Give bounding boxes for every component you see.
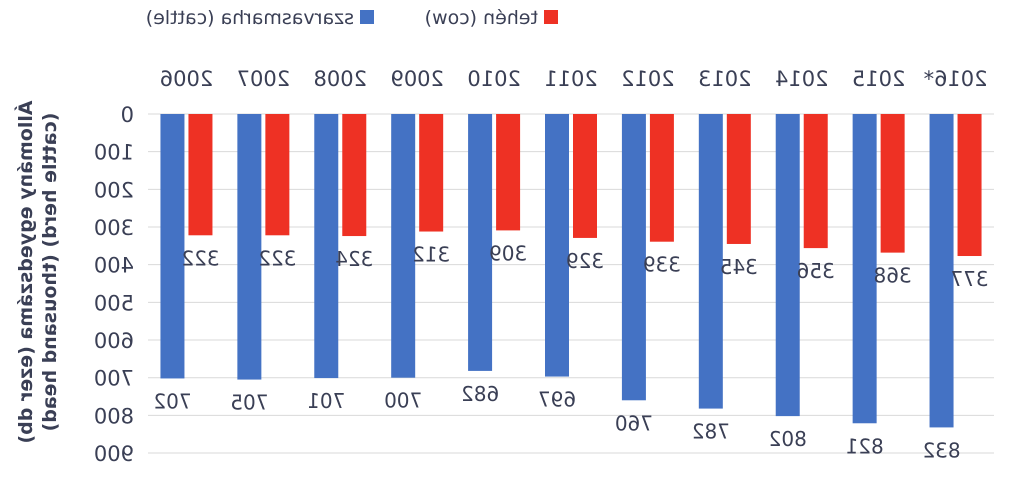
y-axis-title-line2: (cattle herd) (thousand head) xyxy=(39,113,61,432)
legend: szarvasmarha (cattle) tehén (cow) xyxy=(146,7,558,29)
category-label: 2008 xyxy=(314,67,367,91)
category-label: 2006 xyxy=(160,67,213,91)
data-label-cow: 368 xyxy=(874,264,912,288)
data-label-cattle: 782 xyxy=(692,420,730,444)
legend-label-cattle: szarvasmarha (cattle) xyxy=(146,7,354,29)
category-label: 2011 xyxy=(544,67,597,91)
data-label-cow: 345 xyxy=(720,255,758,279)
bar-cow xyxy=(573,114,597,238)
data-label-cow: 329 xyxy=(566,249,604,273)
bar-cattle xyxy=(698,114,723,409)
data-label-cow: 322 xyxy=(181,246,219,270)
labels: 0 100 200 300 400 500 600 700 800 900 2006 702 322 20… xyxy=(94,67,989,466)
y-tick-label: 300 xyxy=(94,216,134,240)
data-label-cow: 356 xyxy=(797,259,835,283)
data-label-cow: 324 xyxy=(335,247,373,271)
bar-cattle xyxy=(929,114,954,428)
bar-cow xyxy=(726,114,751,244)
bar-cattle xyxy=(160,114,185,379)
y-tick-label: 700 xyxy=(94,367,134,391)
category-label: 2013 xyxy=(698,67,751,91)
bar-cattle xyxy=(852,114,877,424)
data-label-cow: 377 xyxy=(950,267,988,291)
bar-cow xyxy=(957,114,982,257)
data-label-cattle: 760 xyxy=(615,411,653,435)
y-tick-label: 600 xyxy=(94,329,134,353)
bar-cow xyxy=(188,114,213,236)
y-tick-label: 100 xyxy=(94,141,134,165)
y-tick-label: 0 xyxy=(121,103,134,127)
data-label-cow: 309 xyxy=(489,241,527,265)
data-label-cattle: 700 xyxy=(384,389,422,413)
y-axis-title: Állomány egyedszáma (ezer db) (cattle he… xyxy=(14,100,61,443)
category-label: 2014 xyxy=(775,67,828,91)
bar-cow xyxy=(419,114,444,232)
bar-cattle xyxy=(314,114,339,379)
bar-cow xyxy=(496,114,521,231)
y-tick-label: 500 xyxy=(94,291,134,315)
y-tick-label: 400 xyxy=(94,254,134,278)
legend-swatch-cow xyxy=(544,10,558,24)
bar-cattle xyxy=(468,114,493,371)
chart-mirror-group: 0 100 200 300 400 500 600 700 800 900 2006 702 322 20… xyxy=(14,7,994,466)
category-label: 2012 xyxy=(621,67,674,91)
category-label: 2009 xyxy=(390,67,443,91)
legend-label-cow: tehén (cow) xyxy=(425,7,538,29)
data-label-cow: 322 xyxy=(258,246,296,270)
bar-cattle xyxy=(621,114,646,401)
category-label: 2010 xyxy=(467,67,520,91)
data-label-cattle: 701 xyxy=(307,389,345,413)
bars xyxy=(160,114,982,428)
bar-cattle xyxy=(775,114,800,417)
data-label-cattle: 702 xyxy=(153,389,191,413)
data-label-cow: 312 xyxy=(412,243,450,267)
bar-cow xyxy=(649,114,674,242)
bar-cow xyxy=(803,114,828,249)
bar-cattle xyxy=(237,114,262,380)
y-tick-label: 200 xyxy=(94,178,134,202)
data-label-cattle: 802 xyxy=(769,427,807,451)
data-label-cattle: 821 xyxy=(846,434,884,458)
category-label: 2007 xyxy=(237,67,290,91)
y-tick-label: 800 xyxy=(94,404,134,428)
data-label-cattle: 697 xyxy=(538,388,576,412)
bar-cow xyxy=(880,114,905,253)
y-axis-title-line1: Állomány egyedszáma (ezer db) xyxy=(14,100,37,443)
category-label: 2015 xyxy=(852,67,905,91)
data-label-cattle: 832 xyxy=(922,438,960,462)
data-label-cattle: 682 xyxy=(461,382,499,406)
category-label: 2016* xyxy=(924,67,988,91)
bar-cow xyxy=(265,114,290,236)
data-label-cow: 339 xyxy=(643,253,681,277)
y-tick-label: 900 xyxy=(94,442,134,466)
data-label-cattle: 705 xyxy=(230,391,268,415)
bar-cow xyxy=(342,114,367,237)
bar-cattle xyxy=(391,114,416,378)
legend-swatch-cattle xyxy=(360,10,374,24)
bar-cattle xyxy=(545,114,569,377)
